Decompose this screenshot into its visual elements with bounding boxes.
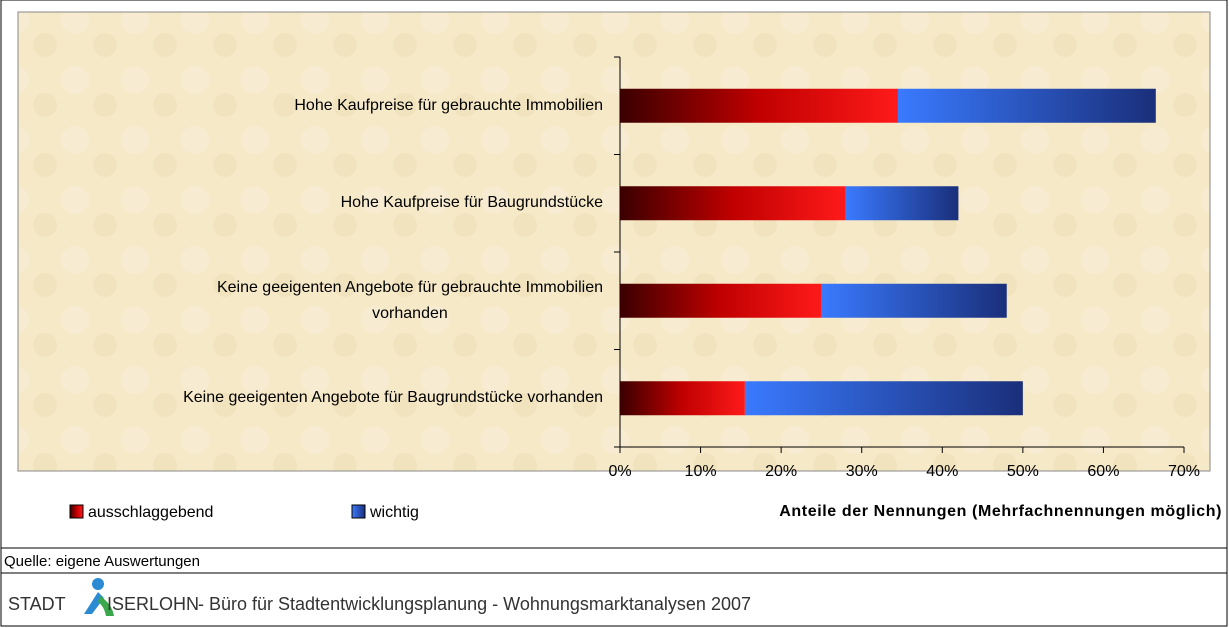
legend-swatch [69,504,84,519]
bar-segment [744,381,1023,416]
x-tick-label: 10% [685,463,717,480]
bar-segment [620,88,898,123]
bar-segment [845,186,959,221]
category-label: Hohe Kaufpreise für Baugrundstücke [340,194,603,212]
x-tick-label: 30% [846,463,878,480]
category-label: Keine geeigenten Angebote für Baugrundst… [183,389,603,407]
x-tick-label: 50% [1007,463,1039,480]
bar-segment [620,381,745,416]
legend-label: wichtig [369,504,419,521]
category-label: Keine geeigenten Angebote für gebrauchte… [216,278,603,322]
x-tick-label: 40% [926,463,958,480]
category-label: Hohe Kaufpreise für gebrauchte Immobilie… [294,96,603,114]
bar-segment [620,283,822,318]
source: Quelle: eigene Auswertungen [4,553,200,570]
x-tick-label: 70% [1168,463,1200,480]
footer-iserlohn: ISERLOHN [107,594,199,614]
footer-stadt: STADT [8,594,66,614]
bar-segment [620,186,846,221]
x-tick-label: 20% [765,463,797,480]
x-axis-title: Anteile der Nennungen (Mehrfachnennungen… [779,503,1222,520]
footer-text: - Büro für Stadtentwicklungsplanung - Wo… [198,594,751,614]
bar-segment [897,88,1156,123]
legend-swatch [351,504,366,519]
legend-label: ausschlaggebend [88,504,213,521]
x-tick-label: 60% [1087,463,1119,480]
logo [84,578,114,616]
bar-segment [821,283,1007,318]
x-tick-label: 0% [608,463,631,480]
